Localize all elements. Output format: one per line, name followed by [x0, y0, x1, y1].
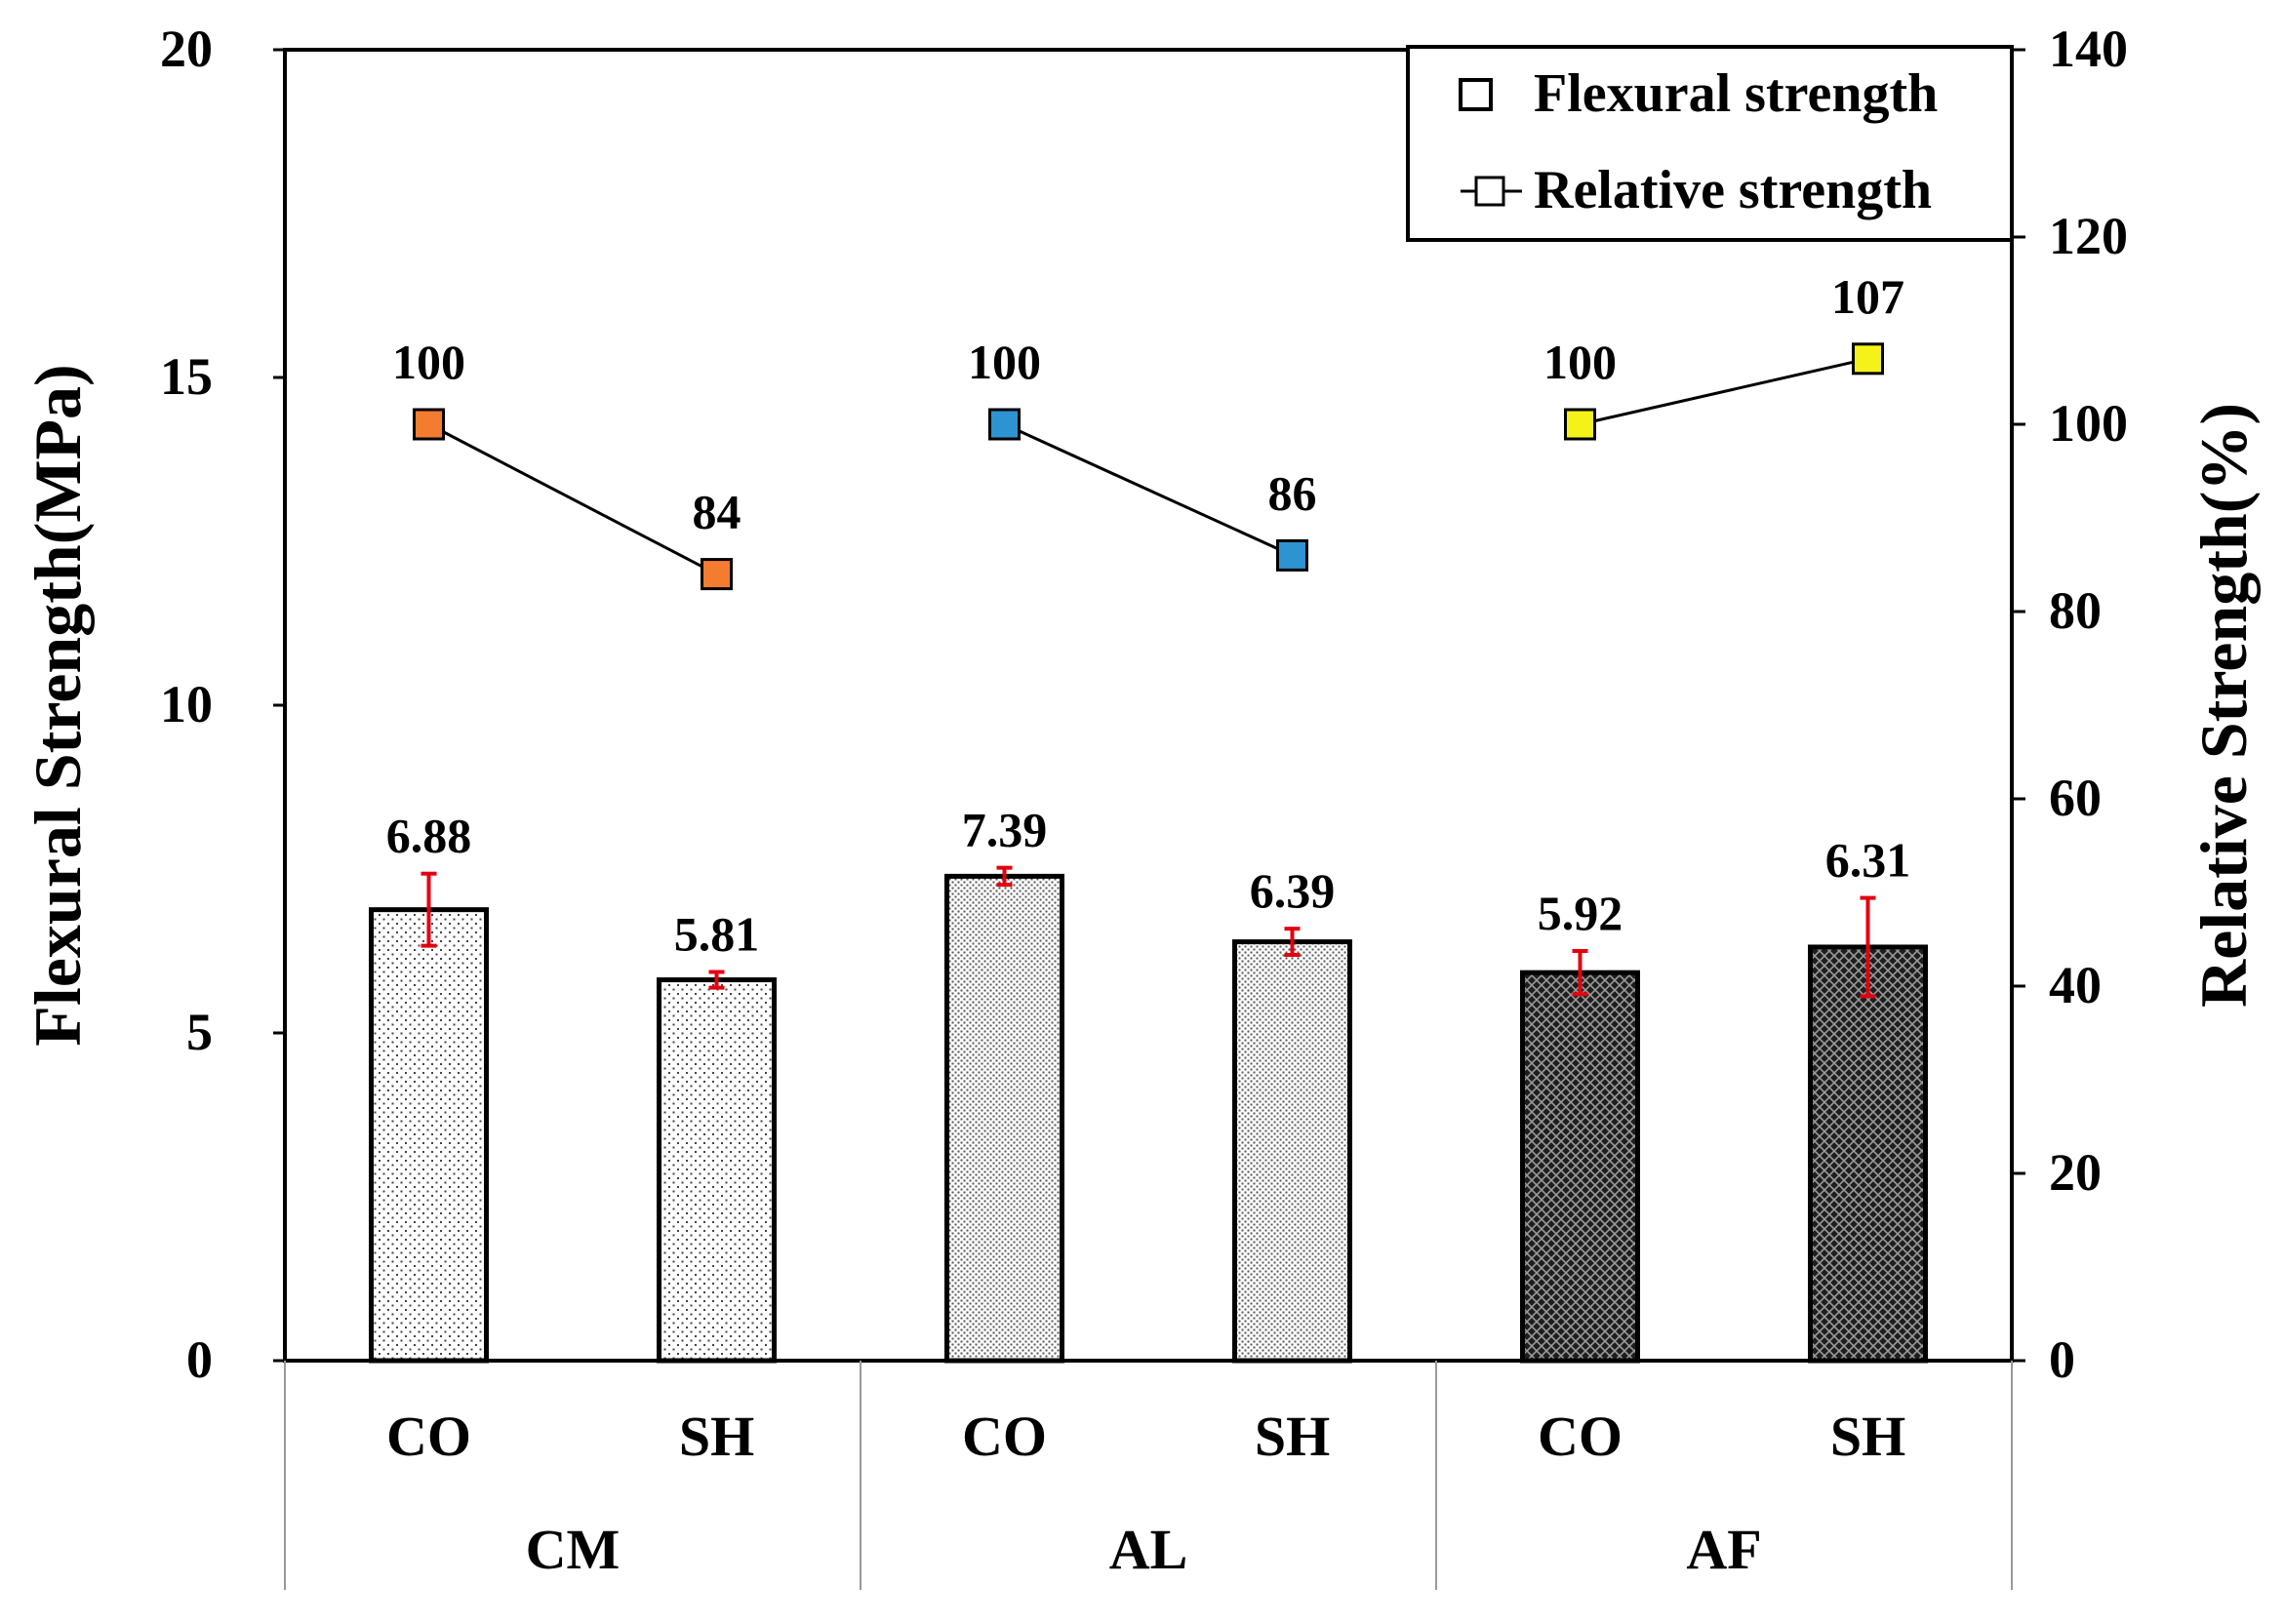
relative-value-label: 100: [968, 335, 1041, 389]
y-tick-label: 20: [160, 20, 213, 78]
bar-cm-co: [369, 907, 489, 1364]
bar-value-label: 6.39: [1250, 863, 1336, 918]
group-label: CM: [526, 1518, 621, 1581]
relative-value-label: 107: [1831, 269, 1904, 324]
relative-value-label: 84: [693, 485, 741, 539]
bar-al-co: [944, 873, 1064, 1364]
relative-line-al: [1003, 422, 1294, 557]
bar-af-sh: [1808, 944, 1928, 1364]
relative-value-label: 100: [392, 335, 465, 389]
y2-tick-label: 0: [2049, 1330, 2075, 1389]
relative-value-label: 100: [1543, 335, 1617, 389]
legend: Flexural strength Relative strength: [1406, 45, 2014, 242]
bar-value-label: 5.92: [1538, 886, 1623, 940]
bar-value-label: 6.31: [1825, 833, 1911, 888]
bar-value-label: 6.88: [386, 809, 472, 863]
y2-tick-label: 20: [2049, 1143, 2102, 1202]
relative-marker: [1852, 342, 1884, 376]
x-tick-label: CO: [962, 1405, 1047, 1468]
legend-box: [1406, 45, 2014, 242]
relative-marker: [413, 408, 445, 441]
y2-tick-label: 60: [2049, 769, 2102, 827]
y-tick-label: 5: [186, 1003, 213, 1061]
bar-cm-sh: [657, 977, 777, 1364]
relative-line-af: [1580, 357, 1868, 426]
y-tick-label: 0: [186, 1330, 213, 1389]
relative-line-cm: [427, 422, 718, 575]
relative-marker: [1564, 408, 1596, 441]
bar-value-label: 5.81: [674, 907, 760, 962]
group-label: AF: [1686, 1518, 1761, 1581]
x-tick-label: SH: [1255, 1405, 1330, 1468]
legend-label-flexural: Flexural strength: [1534, 63, 1938, 124]
plot-area: [283, 48, 2014, 1363]
y-axis-title: Flexural Strength(MPa): [20, 364, 95, 1046]
y-tick-label: 15: [160, 347, 213, 406]
x-tick-label: CO: [1538, 1405, 1623, 1468]
y2-tick-label: 120: [2049, 207, 2128, 265]
y2-tick-label: 40: [2049, 956, 2102, 1014]
legend-swatch-marker: [1474, 176, 1505, 207]
x-tick-label: SH: [679, 1405, 754, 1468]
y2-tick-label: 80: [2049, 581, 2102, 640]
bar-af-co: [1520, 970, 1640, 1364]
relative-marker: [701, 558, 733, 591]
group-label: AL: [1109, 1518, 1188, 1581]
relative-marker: [988, 408, 1021, 441]
relative-marker: [1276, 538, 1308, 572]
y-tick-label: 10: [160, 675, 213, 733]
y2-axis-title: Relative Strength(%): [2186, 403, 2261, 1008]
legend-swatch-bar: [1459, 78, 1493, 111]
relative-value-label: 86: [1268, 465, 1317, 520]
y2-tick-label: 140: [2049, 20, 2128, 78]
x-tick-label: SH: [1830, 1405, 1905, 1468]
y2-tick-label: 100: [2049, 394, 2128, 453]
legend-label-relative: Relative strength: [1534, 160, 1932, 220]
bar-value-label: 7.39: [962, 803, 1048, 857]
bar-al-sh: [1232, 939, 1352, 1364]
x-tick-label: CO: [386, 1405, 471, 1468]
